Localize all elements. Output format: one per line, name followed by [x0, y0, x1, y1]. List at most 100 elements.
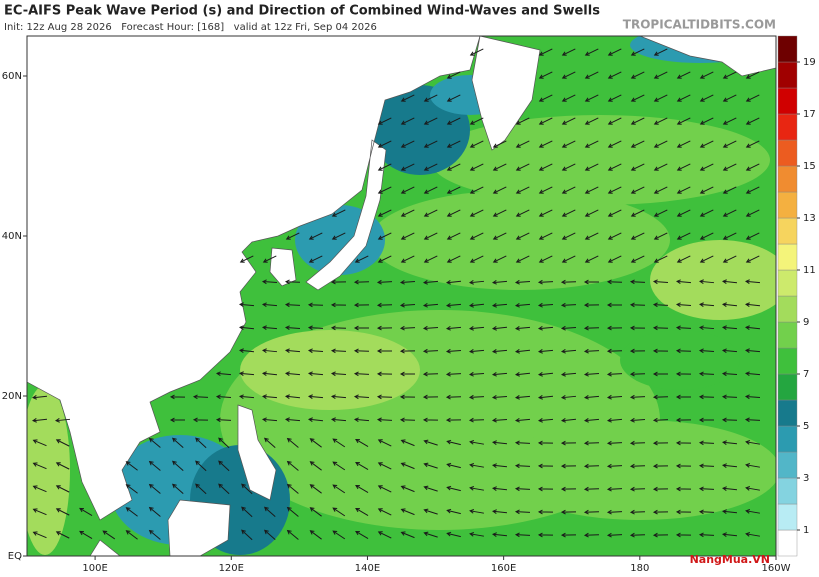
arrow — [399, 371, 416, 377]
arrow — [629, 509, 646, 515]
x-tick-label: 120E — [219, 563, 244, 573]
arrow — [514, 463, 531, 469]
arrow — [514, 279, 531, 285]
arrow — [399, 394, 416, 400]
arrow — [376, 417, 393, 423]
arrow — [446, 186, 461, 194]
arrow — [675, 394, 692, 400]
arrow — [423, 186, 438, 194]
arrow — [583, 279, 600, 285]
arrow — [630, 48, 645, 56]
arrow — [238, 325, 255, 330]
arrow — [469, 463, 484, 468]
arrow — [261, 279, 278, 285]
arrow — [515, 255, 530, 263]
arrow — [353, 417, 370, 423]
colorbar-segment — [777, 87, 798, 115]
arrow — [561, 232, 576, 240]
arrow — [560, 279, 577, 285]
arrow — [423, 531, 438, 538]
arrow — [537, 486, 554, 492]
arrow — [309, 507, 322, 517]
arrow — [721, 417, 738, 423]
arrow — [584, 48, 599, 56]
arrow — [722, 94, 737, 102]
field — [27, 385, 70, 555]
arrow — [744, 371, 761, 377]
arrow — [400, 485, 415, 493]
arrow — [423, 94, 438, 102]
arrow — [744, 302, 761, 307]
field — [650, 240, 776, 320]
arrow — [744, 279, 761, 284]
arrow — [377, 485, 392, 493]
arrow — [699, 140, 714, 148]
arrow — [469, 255, 484, 263]
arrow — [241, 506, 253, 518]
arrow — [629, 532, 646, 538]
arrow — [469, 140, 484, 148]
arrow — [218, 437, 230, 449]
arrow — [630, 71, 645, 79]
colorbar-label: 1 — [803, 525, 809, 536]
arrow — [721, 279, 738, 284]
arrow — [307, 325, 324, 331]
arrow — [538, 140, 553, 148]
arrow — [722, 71, 737, 79]
arrow — [652, 371, 669, 377]
arrow — [238, 394, 255, 400]
arrow — [422, 325, 439, 331]
arrow — [584, 186, 599, 194]
arrow — [445, 303, 462, 308]
x-tick-label: 160E — [491, 563, 516, 573]
arrow — [102, 530, 116, 540]
arrow — [195, 483, 207, 495]
arrow — [492, 532, 508, 537]
arrow — [699, 232, 714, 240]
arrow — [55, 462, 70, 470]
arrow — [400, 140, 415, 148]
arrow — [561, 140, 576, 148]
arrow — [721, 348, 738, 354]
arrow — [561, 209, 576, 217]
arrow — [284, 348, 301, 354]
arrow — [745, 509, 760, 514]
arrow — [560, 532, 577, 538]
arrow — [514, 486, 531, 492]
arrow — [514, 349, 531, 354]
arrow — [215, 394, 232, 400]
arrow — [31, 395, 48, 400]
arrow — [330, 279, 347, 285]
arrow — [745, 463, 760, 468]
arrow — [583, 394, 600, 400]
arrow — [561, 117, 576, 125]
arrow — [744, 325, 761, 330]
arrow — [400, 117, 415, 125]
arrow — [332, 507, 346, 517]
arrow — [652, 440, 669, 446]
arrow — [606, 486, 623, 492]
arrow — [169, 417, 186, 423]
arrow — [148, 437, 161, 448]
arrow — [560, 463, 577, 469]
arrow — [630, 232, 645, 240]
arrow — [32, 485, 47, 493]
arrow — [607, 209, 622, 217]
arrow — [354, 255, 369, 263]
arrow — [446, 94, 461, 102]
colorbar-label: 15 — [803, 161, 816, 172]
arrow — [286, 506, 299, 517]
colorbar-segment — [777, 477, 798, 505]
arrow — [537, 532, 554, 538]
arrow — [399, 279, 416, 285]
arrow — [675, 486, 692, 492]
arrow — [376, 348, 393, 354]
arrow — [400, 462, 415, 470]
arrow — [55, 485, 70, 493]
arrow — [653, 232, 668, 240]
arrow — [629, 348, 646, 354]
arrow — [330, 302, 347, 308]
arrow — [583, 325, 600, 331]
arrow — [652, 417, 669, 423]
arrow — [630, 255, 645, 263]
